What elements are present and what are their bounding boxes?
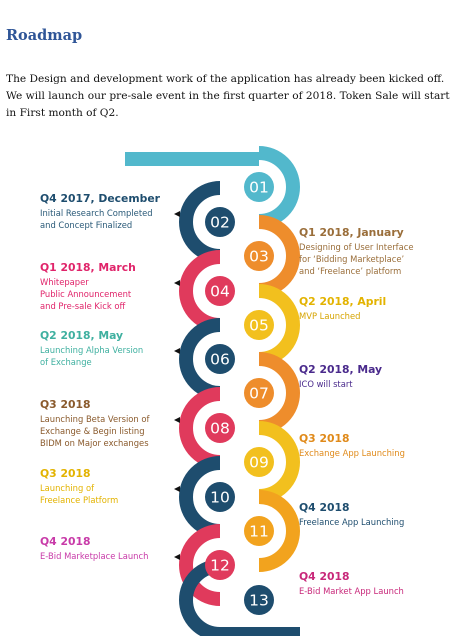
milestone-description: Initial Research Completed <box>40 208 153 218</box>
milestone-number: 03 <box>249 248 269 266</box>
pointer-arrow-icon <box>174 486 180 492</box>
milestone-title: Q4 2018 <box>299 501 350 514</box>
milestone-description: Whitepaper <box>40 277 89 287</box>
milestone-number: 09 <box>249 454 269 472</box>
milestone-description: Exchange & Begin listing <box>40 426 145 436</box>
milestone-label: Q2 2018, May Launching Alpha Version of Ex… <box>40 329 143 367</box>
milestone-marker <box>205 482 235 512</box>
milestone-number: 01 <box>249 179 269 197</box>
milestone-number: 04 <box>210 283 230 301</box>
milestone-label: Q3 2018 Exchange App Launching <box>299 432 405 458</box>
milestone-description: and Concept Finalized <box>40 220 132 230</box>
milestone-label: Q4 2018 Freelance App Launching <box>299 501 404 527</box>
milestone-marker <box>205 276 235 306</box>
milestone-description: and Pre-sale Kick off <box>40 301 125 311</box>
timeline-arc <box>178 559 300 636</box>
milestone-number: 06 <box>210 351 230 369</box>
milestone-marker <box>205 550 235 580</box>
milestone-label: Q4 2018 E-Bid Market App Launch <box>299 570 404 596</box>
milestone-description: E-Bid Marketplace Launch <box>40 551 148 561</box>
milestone-number: 05 <box>249 317 269 335</box>
timeline-arc <box>179 524 221 606</box>
milestone-description: Freelance App Launching <box>299 517 404 527</box>
milestone-number: 08 <box>210 420 230 438</box>
milestone-label: Q4 2018 E-Bid Marketplace Launch <box>40 535 148 561</box>
milestone-number: 13 <box>249 592 269 610</box>
milestone-label: Q1 2018, March Whitepaper Public Announcem… <box>40 261 136 311</box>
milestone-marker <box>244 585 274 615</box>
milestone-label: Q2 2018, May ICO will start <box>299 363 382 389</box>
milestone-description: Designing of User Interface <box>299 242 414 252</box>
milestone-description: ICO will start <box>299 379 353 389</box>
milestone-number: 10 <box>210 489 230 507</box>
milestone-label: Q4 2017, December Initial Research Comple… <box>40 192 161 230</box>
milestone-title: Q2 2018, May <box>299 363 382 376</box>
milestone-title: Q3 2018 <box>40 467 91 480</box>
milestone-description: Public Announcement <box>40 289 132 299</box>
milestone-title: Q3 2018 <box>40 398 91 411</box>
milestone-number: 11 <box>249 523 269 541</box>
milestone-description: Launching Alpha Version <box>40 345 143 355</box>
milestone-description: E-Bid Market App Launch <box>299 586 404 596</box>
milestone-marker <box>244 310 274 340</box>
milestone-description: Freelance Platform <box>40 495 118 505</box>
milestone-marker <box>244 516 274 546</box>
intro-paragraph: The Design and development work of the a… <box>6 73 450 119</box>
milestone-description: Launching of <box>40 483 95 493</box>
milestone-marker <box>244 378 274 408</box>
pointer-arrow-icon <box>174 554 180 560</box>
milestone-title: Q1 2018, January <box>299 226 404 239</box>
milestone-number: 02 <box>210 214 230 232</box>
milestone-description: for ‘Bidding Marketplace’ <box>299 254 404 264</box>
milestone-title: Q1 2018, March <box>40 261 136 274</box>
milestone-title: Q4 2018 <box>40 535 91 548</box>
milestone-title: Q4 2018 <box>299 570 350 583</box>
milestone-marker <box>244 241 274 271</box>
milestone-label: Q3 2018 Launching Beta Version of Exchange… <box>40 398 150 448</box>
milestone-title: Q2 2018, April <box>299 295 386 308</box>
milestone-marker <box>205 413 235 443</box>
pointer-arrow-icon <box>174 280 180 286</box>
pointer-arrow-icon <box>174 211 180 217</box>
milestone-title: Q3 2018 <box>299 432 350 445</box>
milestone-label: Q2 2018, April MVP Launched <box>299 295 386 321</box>
milestone-description: of Exchange <box>40 357 92 367</box>
timeline-arc <box>258 490 300 572</box>
pointer-arrow-icon <box>174 417 180 423</box>
milestone-marker <box>244 447 274 477</box>
milestone-description: MVP Launched <box>299 311 360 321</box>
milestone-label: Q3 2018 Launching of Freelance Platform <box>40 467 118 505</box>
milestone-marker <box>205 344 235 374</box>
milestone-number: 07 <box>249 385 269 403</box>
milestone-description: and ‘Freelance’ platform <box>299 266 401 276</box>
pointer-arrow-icon <box>174 348 180 354</box>
page-title: Roadmap <box>6 27 83 44</box>
milestone-marker <box>244 172 274 202</box>
milestone-description: Launching Beta Version of <box>40 414 150 424</box>
milestone-number: 12 <box>210 557 230 575</box>
milestone-marker <box>205 207 235 237</box>
milestone-title: Q4 2017, December <box>40 192 161 205</box>
milestone-label: Q1 2018, January Designing of User Interf… <box>299 226 414 276</box>
milestone-description: BIDM on Major exchanges <box>40 438 149 448</box>
milestone-description: Exchange App Launching <box>299 448 405 458</box>
milestone-title: Q2 2018, May <box>40 329 123 342</box>
